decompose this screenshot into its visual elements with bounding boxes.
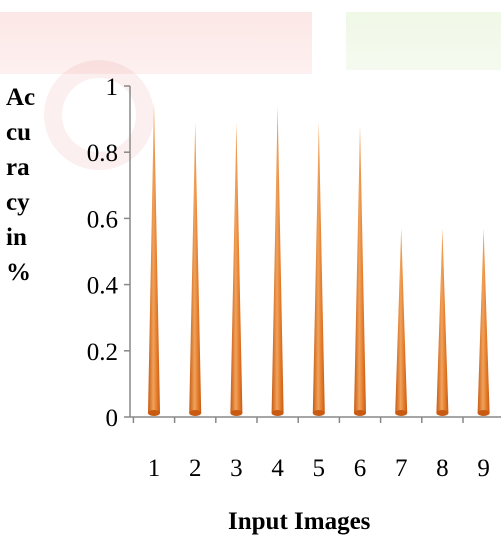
x-tick-label: 5 <box>313 455 326 482</box>
y-tick-label: 0.6 <box>87 206 118 233</box>
bar <box>189 122 202 416</box>
bar-cone <box>477 228 490 413</box>
bar-cone <box>354 125 366 413</box>
bar <box>271 105 284 416</box>
bar-cone <box>436 228 449 413</box>
y-tick-label: 0.4 <box>87 273 119 300</box>
x-tick-label: 2 <box>189 455 202 482</box>
x-tick-labels: 1 2 3 4 5 6 7 8 9 <box>148 455 490 482</box>
y-axis-title: Ac cu ra cy in % <box>6 84 36 286</box>
x-tick-label: 8 <box>436 455 449 482</box>
background-banner-left <box>0 12 312 74</box>
bar-base <box>354 410 366 416</box>
axes <box>124 85 501 423</box>
bars-group <box>148 102 490 416</box>
y-tick-label: 1 <box>106 74 119 101</box>
bar-base <box>189 410 202 416</box>
bar-cone <box>230 122 243 413</box>
y-tick-label: 0.2 <box>87 339 118 366</box>
bar-cone <box>148 102 160 414</box>
x-tick-label: 4 <box>271 455 284 482</box>
bar <box>395 228 408 416</box>
bar-cone <box>189 122 202 413</box>
x-tick-label: 7 <box>395 455 408 482</box>
x-tick-label: 6 <box>354 455 367 482</box>
bar-base <box>230 410 243 416</box>
bar <box>148 102 160 416</box>
x-tick-label: 9 <box>477 455 490 482</box>
bar <box>436 228 449 416</box>
bar-cone <box>395 228 408 413</box>
background-banner-right <box>346 12 501 70</box>
x-tick-label: 1 <box>148 455 161 482</box>
bar-base <box>477 410 490 416</box>
bar <box>312 122 325 416</box>
y-tick-labels: 0 0.2 0.4 0.6 0.8 1 <box>87 74 119 432</box>
y-tick-label: 0 <box>106 405 119 432</box>
bar-base <box>436 410 449 416</box>
bar-base <box>395 410 408 416</box>
bar-base <box>312 410 325 416</box>
bar <box>230 122 243 416</box>
x-tick-label: 3 <box>230 455 243 482</box>
bar <box>477 228 490 416</box>
bar-base <box>148 410 160 416</box>
bar-cone <box>312 122 325 413</box>
bar-cone <box>271 105 284 414</box>
x-axis-title: Input Images <box>228 508 371 535</box>
y-tick-label: 0.8 <box>87 140 118 167</box>
bar-base <box>271 410 284 416</box>
bar <box>354 125 366 416</box>
